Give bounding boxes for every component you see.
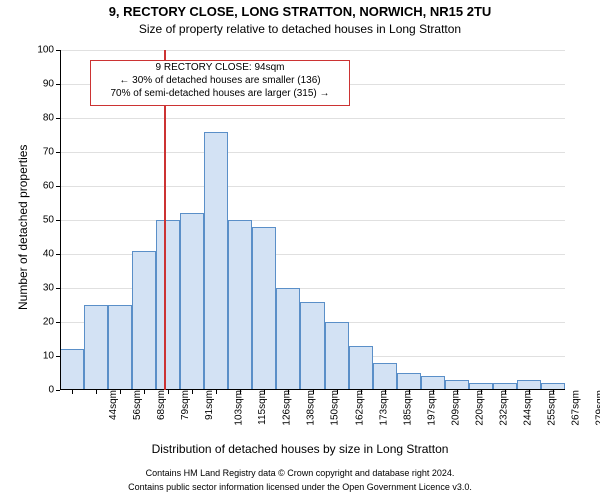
x-tick-label: 126sqm (280, 390, 293, 426)
y-tick-label: 100 (37, 45, 60, 56)
x-tick-label: 185sqm (400, 390, 413, 426)
y-tick-label: 10 (43, 351, 60, 362)
x-tick-label: 220sqm (472, 390, 485, 426)
info-line-2: ← 30% of detached houses are smaller (13… (91, 74, 349, 87)
x-tick-label: 162sqm (352, 390, 365, 426)
y-tick-label: 30 (43, 283, 60, 294)
x-tick-label: 279sqm (593, 390, 600, 426)
x-tick-label: 138sqm (304, 390, 317, 426)
x-tick-label: 91sqm (202, 390, 215, 420)
notice-line-2: Contains public sector information licen… (0, 482, 600, 492)
y-tick-label: 0 (48, 385, 60, 396)
grid-line (60, 152, 565, 153)
info-line-3: 70% of semi-detached houses are larger (… (91, 87, 349, 100)
histogram-bar (108, 305, 132, 390)
y-tick-label: 60 (43, 181, 60, 192)
x-tick-label: 68sqm (154, 390, 167, 420)
x-tick-label: 232sqm (496, 390, 509, 426)
histogram-bar (349, 346, 373, 390)
grid-line (60, 118, 565, 119)
histogram-bar (180, 213, 204, 390)
x-tick-label: 44sqm (106, 390, 119, 420)
x-tick-label: 79sqm (178, 390, 191, 420)
info-box: 9 RECTORY CLOSE: 94sqm ← 30% of detached… (90, 60, 350, 106)
x-tick-label: 267sqm (569, 390, 582, 426)
y-tick-label: 80 (43, 113, 60, 124)
histogram-bar (60, 349, 84, 390)
plot-area: 0102030405060708090100 44sqm56sqm68sqm79… (60, 50, 565, 390)
histogram-bar (132, 251, 156, 390)
histogram-bar (325, 322, 349, 390)
histogram-bar (373, 363, 397, 390)
grid-line (60, 50, 565, 51)
chart-container: { "title": "9, RECTORY CLOSE, LONG STRAT… (0, 0, 600, 500)
y-tick-label: 70 (43, 147, 60, 158)
histogram-bar (276, 288, 300, 390)
x-tick-label: 244sqm (520, 390, 533, 426)
x-tick-label: 56sqm (130, 390, 143, 420)
x-tick-label: 209sqm (448, 390, 461, 426)
histogram-bar (84, 305, 108, 390)
x-tick-label: 173sqm (376, 390, 389, 426)
notice-line-1: Contains HM Land Registry data © Crown c… (0, 468, 600, 478)
y-tick-label: 40 (43, 249, 60, 260)
histogram-bar (156, 220, 180, 390)
y-axis-line (60, 50, 61, 390)
grid-line (60, 220, 565, 221)
y-tick-label: 50 (43, 215, 60, 226)
y-axis-label: Number of detached properties (16, 145, 30, 310)
histogram-bar (204, 132, 228, 390)
x-tick-label: 150sqm (328, 390, 341, 426)
histogram-bar (252, 227, 276, 390)
info-line-1: 9 RECTORY CLOSE: 94sqm (91, 61, 349, 74)
histogram-bar (300, 302, 324, 390)
x-axis-label: Distribution of detached houses by size … (0, 442, 600, 456)
histogram-bar (397, 373, 421, 390)
grid-line (60, 186, 565, 187)
x-tick-label: 103sqm (232, 390, 245, 426)
y-tick-label: 20 (43, 317, 60, 328)
x-tick-label: 197sqm (424, 390, 437, 426)
histogram-bar (421, 376, 445, 390)
histogram-bar (228, 220, 252, 390)
y-tick-label: 90 (43, 79, 60, 90)
chart-subtitle: Size of property relative to detached ho… (0, 22, 600, 36)
x-tick-label: 115sqm (255, 390, 268, 425)
chart-title: 9, RECTORY CLOSE, LONG STRATTON, NORWICH… (0, 4, 600, 19)
x-tick-label: 255sqm (544, 390, 557, 426)
